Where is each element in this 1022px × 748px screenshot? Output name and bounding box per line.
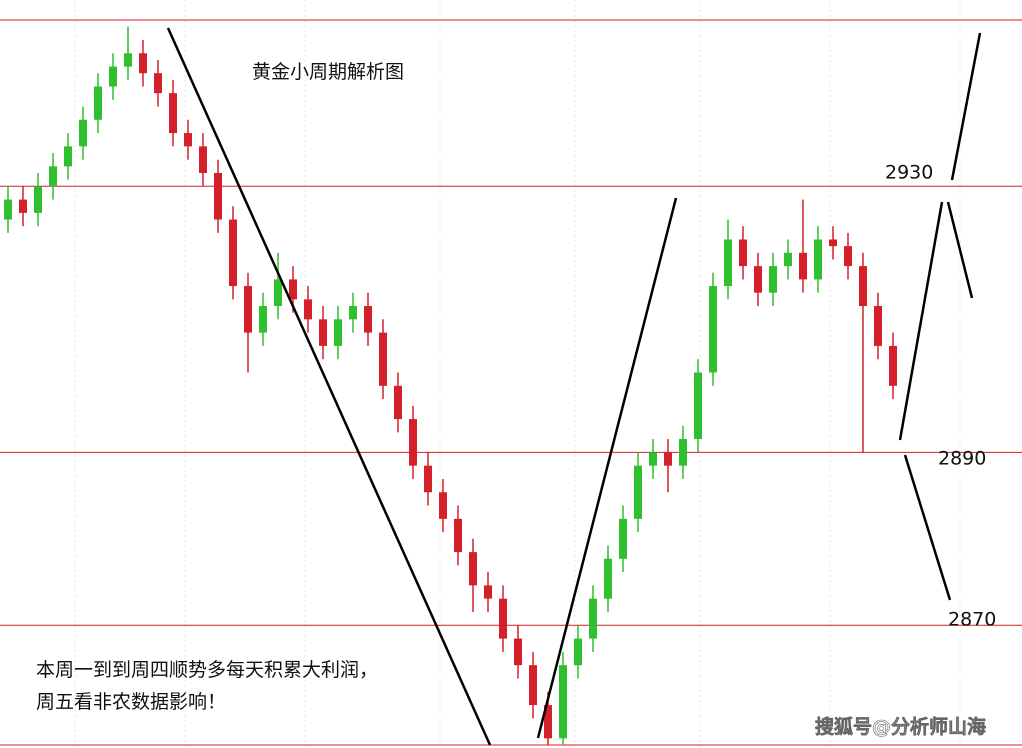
candle-body [634,465,642,519]
candle-body [34,186,42,213]
candle-body [499,598,507,639]
candle-body [439,492,447,519]
candle-body [319,319,327,346]
candle-body [64,146,72,167]
candle-body [229,219,237,287]
candle-body [589,598,597,639]
candle-body [334,319,342,346]
candle-body [859,266,867,307]
candle-body [514,638,522,666]
candle-body [559,665,567,739]
candle-body [289,279,297,300]
candle-body [244,286,252,333]
candle-body [724,239,732,287]
candle-body [409,419,417,466]
trend-lines [166,27,982,746]
candle-body [184,133,192,147]
candle-body [574,638,582,666]
candle-body [709,286,717,373]
candle-body [814,239,822,280]
candle-body [424,465,432,493]
note: 周五看非农数据影响！ [36,691,226,713]
candle-body [4,199,12,220]
candle-body [544,705,552,739]
candle-body [304,299,312,320]
candle-body [394,385,402,420]
candle-body [109,66,117,87]
candle-body [94,86,102,120]
candle-body [619,518,627,559]
level-label: 2890 [938,447,986,469]
candle-body [19,199,27,213]
candle-body [844,246,852,267]
candle-body [664,452,672,466]
candle-body [214,172,222,220]
level-label: 2930 [885,161,933,183]
candle-body [274,279,282,307]
candle-body [754,266,762,293]
candle-body [469,552,477,586]
candle-body [169,93,177,134]
candle-body [694,372,702,440]
candle-body [484,585,492,599]
candle-body [874,306,882,346]
candle-body [154,73,162,94]
candle-body [139,53,147,74]
chart-title: 黄金小周期解析图 [252,61,404,83]
candle-body [364,306,372,333]
candle-body [739,239,747,267]
candle-body [829,239,837,247]
candle-body [124,53,132,67]
level-label: 2870 [948,608,996,630]
candle-body [769,266,777,293]
note: 本周一到到周四顺势多每天积累大利润， [36,659,378,681]
candle-body [379,332,387,386]
candle-body [259,306,267,333]
candle-body [349,306,357,320]
candle-body [649,452,657,466]
candle-body [604,558,612,599]
candle-body [889,345,897,386]
candle-body [454,518,462,553]
candle-body [799,252,807,280]
watermark: 搜狐号@分析师山海 [815,715,986,738]
candle-body [49,166,57,187]
candle-body [529,665,537,706]
candle-body [679,439,687,466]
candle-body [79,119,87,147]
candle-body [784,252,792,267]
candle-body [199,146,207,173]
